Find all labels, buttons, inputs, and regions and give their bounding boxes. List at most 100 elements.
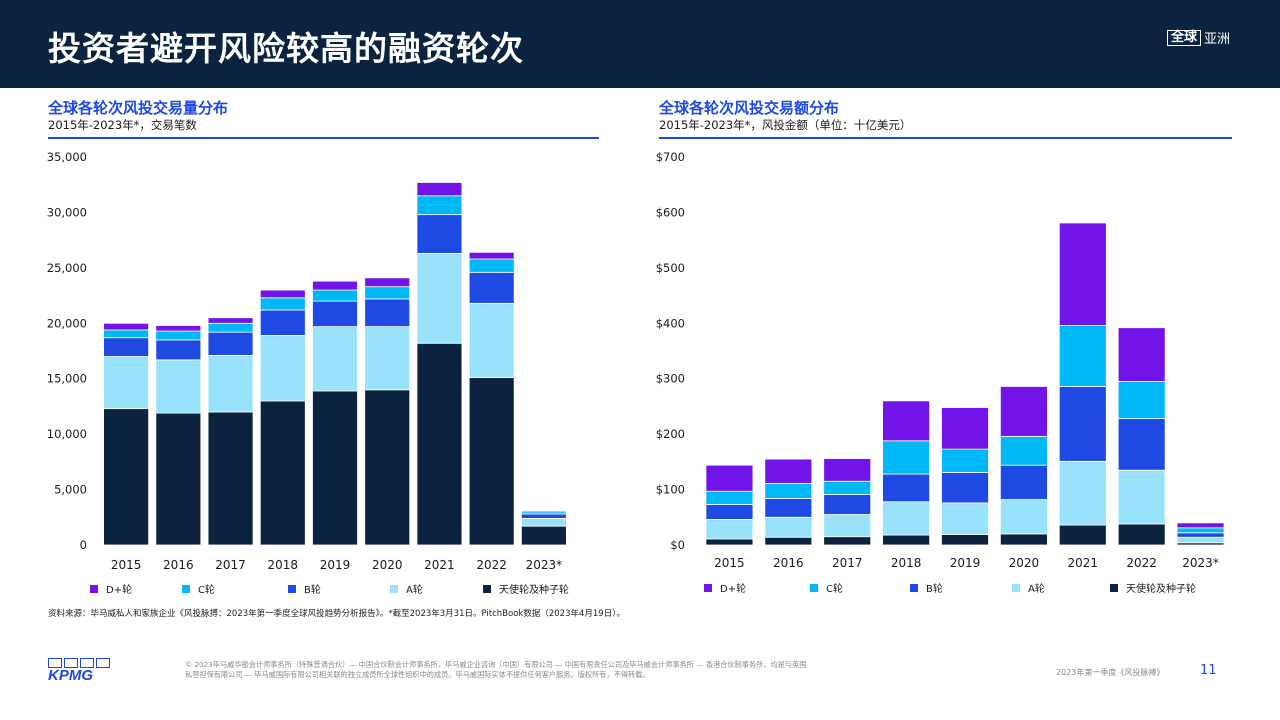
amount-bar-segment — [941, 471, 989, 504]
amount-y-tick-label: $700 — [656, 150, 685, 164]
region-asia-label: 亚洲 — [1203, 32, 1230, 47]
amount-x-tick-label: 2016 — [773, 556, 804, 570]
amount-bar-segment — [882, 440, 931, 475]
amount-x-tick-label: 2017 — [832, 556, 863, 570]
amount-bar-segment — [1117, 418, 1166, 471]
amount-y-tick-label: $100 — [656, 483, 685, 497]
volume-bar-segment — [416, 253, 463, 344]
amount-bar-segment — [705, 504, 754, 520]
volume-bar-segment — [416, 195, 463, 216]
amount-bar-segment — [1176, 542, 1225, 546]
volume-x-tick-label: 2018 — [268, 558, 299, 572]
volume-bar-segment — [416, 214, 463, 254]
volume-y-tick-label: 30,000 — [47, 205, 87, 219]
page-number: 11 — [1200, 663, 1217, 678]
volume-bar-segment — [416, 342, 463, 546]
volume-bar-segment — [520, 510, 567, 513]
amount-y-tick-label: $300 — [656, 372, 685, 386]
amount-bar-segment — [1058, 460, 1107, 526]
amount-bar-segment — [823, 536, 872, 546]
amount-legend-label: A轮 — [1028, 582, 1045, 595]
volume-x-tick-label: 2022 — [476, 558, 507, 572]
volume-chart-divider — [48, 137, 599, 139]
amount-bar-segment — [1058, 524, 1107, 546]
amount-bar-segment — [999, 386, 1048, 437]
amount-bar-segment — [764, 516, 813, 538]
amount-legend-swatch — [1110, 584, 1118, 592]
amount-chart-title: 全球各轮次风投交易额分布 — [659, 99, 840, 117]
amount-legend-label: 天使轮及种子轮 — [1126, 582, 1196, 595]
amount-bar-segment — [941, 502, 989, 535]
volume-bar-segment — [312, 326, 358, 392]
amount-bar-segment — [823, 514, 872, 538]
volume-bar-segment — [155, 330, 202, 341]
volume-bar-segment — [312, 300, 358, 328]
volume-bar-segment — [155, 412, 202, 546]
amount-bar-segment — [1117, 469, 1166, 525]
volume-bar-segment — [520, 511, 567, 515]
amount-bar-segment — [882, 473, 931, 503]
volume-bar-segment — [364, 286, 411, 300]
volume-y-tick-label: 25,000 — [47, 261, 87, 275]
volume-bar-segment — [259, 297, 306, 311]
volume-legend-label: B轮 — [304, 583, 321, 596]
amount-legend-swatch — [704, 584, 712, 592]
amount-bar-segment — [823, 480, 872, 495]
amount-y-tick-label: $500 — [656, 261, 685, 275]
kpmg-logo-text: KPMG — [48, 667, 93, 684]
amount-x-tick-label: 2018 — [891, 556, 922, 570]
source-note: 资料来源：毕马威私人和家族企业《风投脉搏：2023年第一季度全球风投趋势分析报告… — [48, 609, 625, 619]
amount-bar-segment — [999, 464, 1048, 500]
amount-bar-segment — [764, 483, 813, 499]
volume-legend-swatch — [483, 585, 491, 593]
volume-bar-segment — [155, 339, 202, 361]
volume-legend-swatch — [182, 585, 190, 593]
volume-bar-segment — [207, 322, 254, 333]
copyright-notice: © 2023毕马威华振会计师事务所（特殊普通合伙）— 中国合伙制会计师事务所，毕… — [185, 660, 865, 680]
amount-bar-segment — [1176, 527, 1225, 534]
amount-x-tick-label: 2019 — [950, 556, 981, 570]
kpmg-logo: KPMG — [48, 658, 114, 686]
report-name: 2023年第一季度《风投脉搏》 — [1056, 668, 1165, 677]
volume-x-tick-label: 2023* — [526, 558, 563, 572]
volume-bar-segment — [155, 359, 202, 414]
amount-x-tick-label: 2015 — [714, 556, 745, 570]
volume-bar-segment — [520, 517, 567, 527]
region-label: 全球 亚洲 — [1166, 28, 1230, 47]
volume-bar-segment — [155, 325, 202, 332]
page-title: 投资者避开风险较高的融资轮次 — [48, 29, 524, 68]
volume-chart-panel: 全球各轮次风投交易量分布 2015年-2023年*，交易笔数 — [48, 98, 599, 139]
amount-bar-segment — [705, 538, 754, 546]
volume-bar-segment — [312, 289, 358, 302]
volume-bar-segment — [312, 390, 358, 546]
volume-bar-segment — [520, 513, 567, 519]
amount-bar-segment — [764, 536, 813, 546]
volume-chart-subtitle: 2015年-2023年*，交易笔数 — [48, 118, 197, 132]
volume-legend-label: D+轮 — [106, 583, 132, 596]
volume-y-tick-label: 0 — [80, 538, 87, 552]
amount-x-tick-label: 2023* — [1182, 556, 1219, 570]
volume-bar-segment — [259, 335, 306, 402]
volume-legend-label: C轮 — [198, 583, 215, 596]
volume-chart-title: 全球各轮次风投交易量分布 — [48, 99, 229, 117]
volume-legend-label: 天使轮及种子轮 — [499, 583, 569, 596]
amount-bar-segment — [882, 534, 931, 546]
volume-legend-swatch — [288, 585, 296, 593]
volume-bar-segment — [364, 389, 411, 546]
amount-y-tick-label: $200 — [656, 427, 685, 441]
volume-bar-segment — [364, 298, 411, 328]
amount-y-tick-label: $0 — [670, 538, 685, 552]
volume-bar-segment — [103, 337, 150, 357]
volume-bar-segment — [468, 271, 515, 304]
amount-x-tick-label: 2020 — [1009, 556, 1040, 570]
volume-bar-segment — [259, 309, 306, 336]
amount-bar-segment — [823, 494, 872, 515]
volume-legend-swatch — [390, 585, 398, 593]
amount-bar-segment — [941, 407, 989, 450]
volume-bar-segment — [259, 400, 306, 546]
volume-y-tick-label: 10,000 — [47, 427, 87, 441]
volume-bar-segment — [468, 251, 515, 260]
amount-bar-segment — [705, 464, 754, 492]
volume-bar-segment — [103, 322, 150, 331]
volume-bar-segment — [103, 408, 150, 546]
